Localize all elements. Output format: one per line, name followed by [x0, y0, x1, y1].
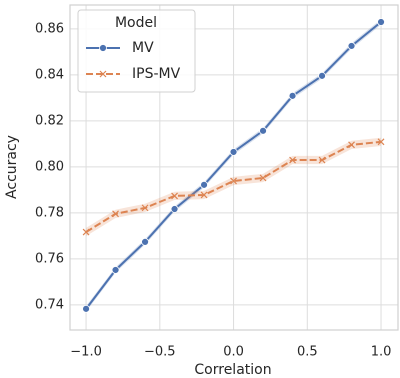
point-marker: [348, 141, 355, 149]
y-tick-label: 0.86: [35, 21, 64, 36]
point-marker: [377, 138, 385, 146]
point-marker: [230, 177, 237, 185]
x-tick-label: −0.5: [144, 345, 176, 360]
x-tick-label: 0.0: [223, 345, 244, 360]
y-tick-label: 0.78: [35, 205, 64, 220]
legend-label: MV: [132, 40, 154, 56]
point-marker: [200, 180, 208, 189]
y-tick-label: 0.82: [35, 113, 64, 128]
plot-frame: [69, 4, 399, 331]
point-marker: [82, 304, 90, 313]
y-tick-label: 0.80: [35, 159, 64, 174]
legend-box: [77, 9, 196, 93]
point-marker: [259, 174, 267, 182]
point-marker: [82, 228, 90, 236]
series-line: [85, 140, 382, 233]
confidence-band: [86, 137, 382, 237]
y-tick-label: 0.74: [35, 297, 64, 312]
legend-label: IPS-MV: [132, 66, 181, 82]
point-marker: [141, 204, 149, 212]
point-marker: [259, 126, 267, 135]
x-tick-label: −1.0: [70, 345, 102, 360]
y-tick-label: 0.84: [35, 67, 64, 82]
point-marker: [377, 18, 385, 26]
point-marker: [347, 42, 356, 50]
legend: Model MV IPS-MV: [77, 9, 196, 93]
x-tick-label: 0.5: [297, 345, 318, 360]
point-marker: [229, 148, 238, 156]
point-marker: [111, 266, 120, 274]
point-marker: [141, 238, 149, 246]
y-axis-label: Accuracy: [4, 135, 20, 199]
point-marker: [318, 156, 326, 164]
point-marker: [170, 205, 179, 213]
point-marker: [318, 71, 326, 80]
point-marker: [200, 191, 208, 199]
point-marker: [289, 156, 296, 164]
point-marker: [99, 70, 107, 78]
legend-title: Model: [115, 15, 157, 31]
point-marker: [171, 192, 178, 200]
point-marker: [99, 44, 107, 52]
point-marker: [112, 210, 119, 218]
point-marker: [288, 91, 297, 100]
x-tick-label: 1.0: [371, 345, 392, 360]
y-tick-label: 0.76: [35, 251, 64, 266]
x-axis-label: Correlation: [194, 362, 271, 378]
